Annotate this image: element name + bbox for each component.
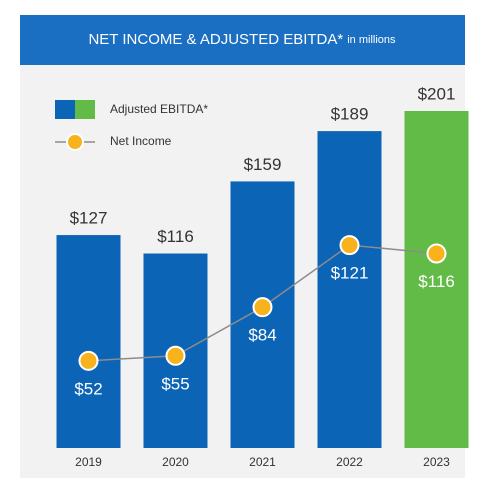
bar [56, 235, 121, 448]
line-marker [78, 350, 99, 371]
bar-value-label: $159 [244, 155, 282, 174]
bar-value-label: $116 [157, 227, 194, 246]
bar [317, 131, 382, 449]
chart-title-group: NET INCOME & ADJUSTED EBITDA* in millions [88, 31, 396, 48]
legend-marker [66, 133, 84, 151]
bar [404, 111, 469, 448]
legend-label: Net Income [110, 134, 172, 148]
line-value-label: $84 [248, 326, 276, 345]
chart-subtitle: in millions [347, 34, 396, 46]
chart-title: NET INCOME & ADJUSTED EBITDA* [88, 31, 343, 48]
bar-value-label: $127 [70, 209, 108, 228]
legend-swatch [55, 100, 75, 119]
line-marker [165, 345, 186, 366]
x-tick-label: 2023 [423, 455, 450, 469]
legend-label: Adjusted EBITDA* [110, 102, 208, 116]
legend-swatch [75, 100, 95, 119]
header-band [20, 15, 465, 65]
line-value-label: $55 [161, 374, 189, 393]
bar-value-label: $189 [331, 105, 369, 124]
line-marker [252, 297, 273, 318]
line-marker [339, 235, 360, 256]
line-value-label: $52 [74, 379, 102, 398]
x-tick-label: 2020 [162, 455, 189, 469]
x-tick-label: 2022 [336, 455, 363, 469]
line-value-label: $121 [331, 264, 369, 283]
bar-value-label: $201 [418, 84, 456, 103]
line-marker [426, 243, 447, 264]
line-value-label: $116 [418, 272, 455, 291]
x-tick-label: 2019 [75, 455, 102, 469]
x-tick-label: 2021 [249, 455, 276, 469]
